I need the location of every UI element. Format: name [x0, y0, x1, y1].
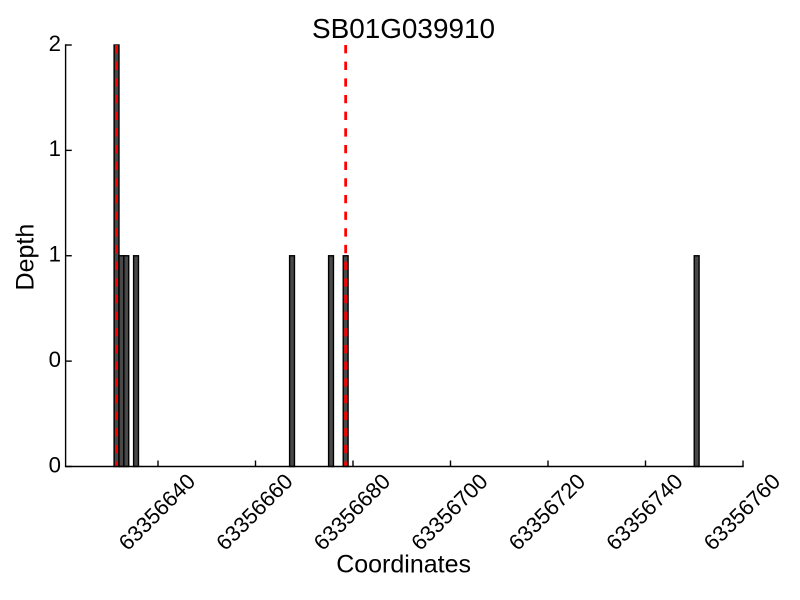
svg-text:1: 1 [49, 136, 61, 161]
svg-text:Coordinates: Coordinates [336, 550, 471, 578]
svg-text:0: 0 [49, 347, 61, 372]
svg-text:SB01G039910: SB01G039910 [312, 13, 495, 44]
svg-text:2: 2 [49, 31, 61, 56]
svg-text:Depth: Depth [12, 224, 40, 291]
svg-text:0: 0 [49, 452, 61, 477]
svg-text:1: 1 [49, 242, 61, 267]
